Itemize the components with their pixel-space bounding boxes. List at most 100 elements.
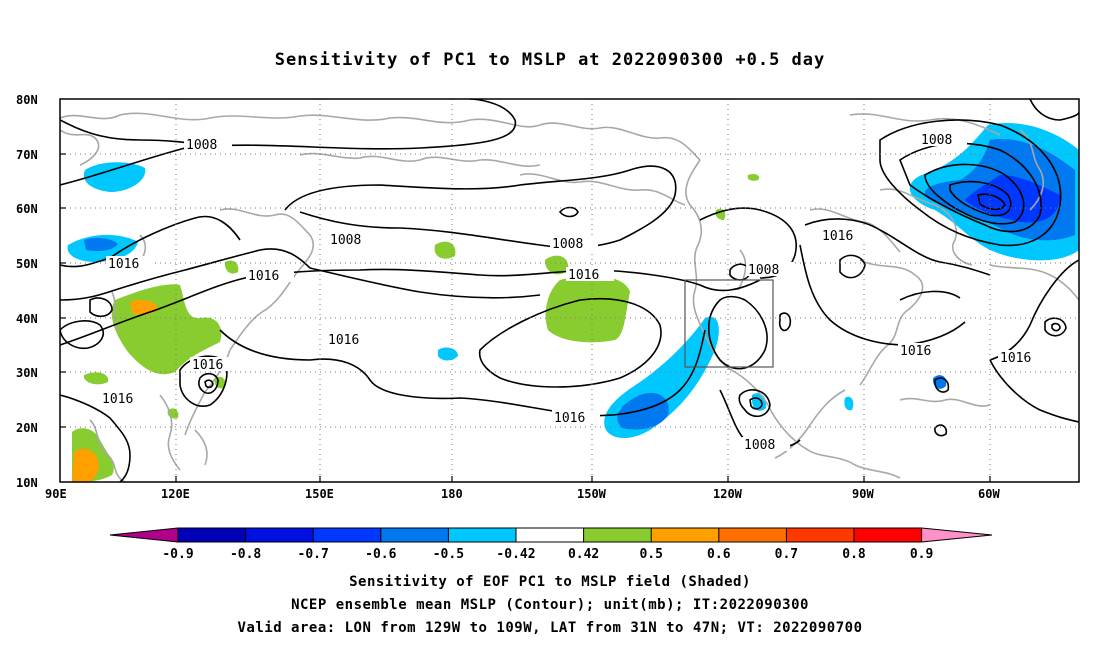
plot-title: Sensitivity of PC1 to MSLP at 2022090300… xyxy=(274,50,826,70)
contour-1016-east-2 xyxy=(989,259,1079,361)
shade-orange-sw xyxy=(72,448,99,482)
lat-label: 30N xyxy=(16,366,38,380)
lat-label: 80N xyxy=(16,93,38,107)
lon-label: 120W xyxy=(713,487,743,501)
shade-green-small-5 xyxy=(747,173,760,181)
contour-1008-lowtyphoon xyxy=(179,355,228,407)
shade-blue-atlantic-inner xyxy=(965,175,1060,223)
colorbar-tick-label: -0.42 xyxy=(496,547,535,562)
contour-label: 1008 xyxy=(921,133,952,148)
contour-label: 1016 xyxy=(108,257,139,272)
colorbar-tick-label: 0.7 xyxy=(775,547,798,562)
contour-low-east-ring-in xyxy=(1051,322,1061,332)
lat-label: 10N xyxy=(16,476,38,490)
colorbar: -0.9 -0.8 -0.7 -0.6 -0.5 -0.42 0.42 0.5 … xyxy=(109,527,993,562)
colorbar-tick-label: 0.8 xyxy=(842,547,866,562)
colorbar-tick-label: 0.5 xyxy=(639,547,662,562)
colorbar-right-arrow xyxy=(921,528,992,542)
mslp-contours xyxy=(60,99,1079,482)
lon-label: 60W xyxy=(978,487,1000,501)
lat-label: 40N xyxy=(16,312,38,326)
contour-labels: 1008 1008 1008 1008 1008 1016 1016 1016 … xyxy=(100,132,1046,453)
lon-label: 120E xyxy=(161,487,190,501)
contour-1008-arctic xyxy=(60,99,517,186)
lon-label: 150E xyxy=(305,487,334,501)
lat-label: 50N xyxy=(16,257,38,271)
lon-label: 90E xyxy=(45,487,67,501)
contour-small-3 xyxy=(558,206,579,218)
contour-label: 1008 xyxy=(744,438,775,453)
contour-atl-low-4 xyxy=(949,180,1012,217)
lat-label: 70N xyxy=(16,148,38,162)
colorbar-swatch xyxy=(786,528,854,542)
contour-typhoon-in1 xyxy=(198,372,219,395)
colorbar-swatch xyxy=(651,528,719,542)
map-figure: 1008 1008 1008 1008 1008 1016 1016 1016 … xyxy=(16,93,1080,562)
contour-atl-low-3 xyxy=(924,163,1025,225)
tick-marks xyxy=(60,153,991,482)
shade-green-small-1 xyxy=(545,255,569,275)
shade-blue-west-pac-3 xyxy=(84,237,118,252)
contour-1016-mid xyxy=(60,268,761,346)
colorbar-swatch xyxy=(583,528,652,542)
colorbar-tick-label: -0.8 xyxy=(230,547,261,562)
contour-label: 1008 xyxy=(186,138,217,153)
colorbar-tick-label: -0.7 xyxy=(298,547,329,562)
shade-green-small-3 xyxy=(224,260,239,274)
colorbar-swatch xyxy=(380,528,449,542)
colorbar-tick-label: -0.5 xyxy=(433,547,464,562)
contour-1008-aleutian-2 xyxy=(299,211,541,246)
contour-label: 1016 xyxy=(328,333,359,348)
contour-small-1 xyxy=(778,312,792,332)
colorbar-left-arrow xyxy=(110,528,178,542)
shade-green-small-2 xyxy=(434,241,456,259)
colorbar-tick-label: 0.9 xyxy=(910,547,933,562)
contour-low-baja xyxy=(738,389,771,418)
colorbar-swatch xyxy=(178,528,246,542)
colorbar-tick-label: 0.42 xyxy=(568,547,599,562)
contour-label: 1008 xyxy=(552,237,583,252)
colorbar-tick-label: 0.6 xyxy=(707,547,731,562)
contour-1016-west xyxy=(60,394,131,482)
contour-1008-nw xyxy=(60,215,241,268)
colorbar-swatch xyxy=(718,528,787,542)
shade-blue-small-1 xyxy=(438,347,458,361)
contour-label: 1016 xyxy=(102,392,133,407)
shade-blue-west-pac-1 xyxy=(83,162,146,192)
longitude-labels: 90E 120E 150E 180 150W 120W 90W 60W xyxy=(45,487,1000,501)
caption-shaded: Sensitivity of EOF PC1 to MSLP field (Sh… xyxy=(349,574,751,590)
contour-typhoon-in2 xyxy=(204,379,214,389)
shade-green-west-small xyxy=(84,372,109,385)
contour-small-4 xyxy=(934,377,950,393)
contour-small-2 xyxy=(839,254,866,279)
map-layers xyxy=(60,99,1079,482)
contour-1008-eastpac xyxy=(708,295,768,370)
contour-1016-east xyxy=(989,359,1079,423)
contour-1016-mid-2 xyxy=(309,267,541,299)
colorbar-tick-label: -0.9 xyxy=(162,547,193,562)
contour-label: 1008 xyxy=(330,233,361,248)
contour-small-5 xyxy=(934,424,948,437)
shade-blue-small-4 xyxy=(844,396,854,411)
lon-label: 180 xyxy=(441,487,463,501)
colorbar-tick-label: -0.6 xyxy=(365,547,396,562)
shade-blue-east-pac-inner xyxy=(617,392,669,430)
colorbar-swatch xyxy=(245,528,314,542)
contour-1008-arctic-2 xyxy=(60,119,206,146)
caption-contour: NCEP ensemble mean MSLP (Contour); unit(… xyxy=(291,597,809,613)
contour-1016-na xyxy=(804,218,991,276)
valid-area-box xyxy=(684,279,774,368)
contour-atl-low-1 xyxy=(879,119,1062,247)
contour-label: 1016 xyxy=(1000,351,1031,366)
lon-label: 150W xyxy=(577,487,607,501)
contour-1016-na-2 xyxy=(799,244,966,346)
contour-west-ring xyxy=(60,320,104,350)
contour-1016-ur xyxy=(1029,99,1079,121)
contour-label: 1016 xyxy=(248,269,279,284)
caption-valid-area: Valid area: LON from 129W to 109W, LAT f… xyxy=(237,620,863,636)
contour-low-baja-in xyxy=(749,397,763,410)
contour-west-ring2 xyxy=(89,297,113,318)
contour-1008-aleutian xyxy=(284,165,677,249)
contour-1016-high-inner xyxy=(478,297,662,388)
contour-label: 1016 xyxy=(900,344,931,359)
